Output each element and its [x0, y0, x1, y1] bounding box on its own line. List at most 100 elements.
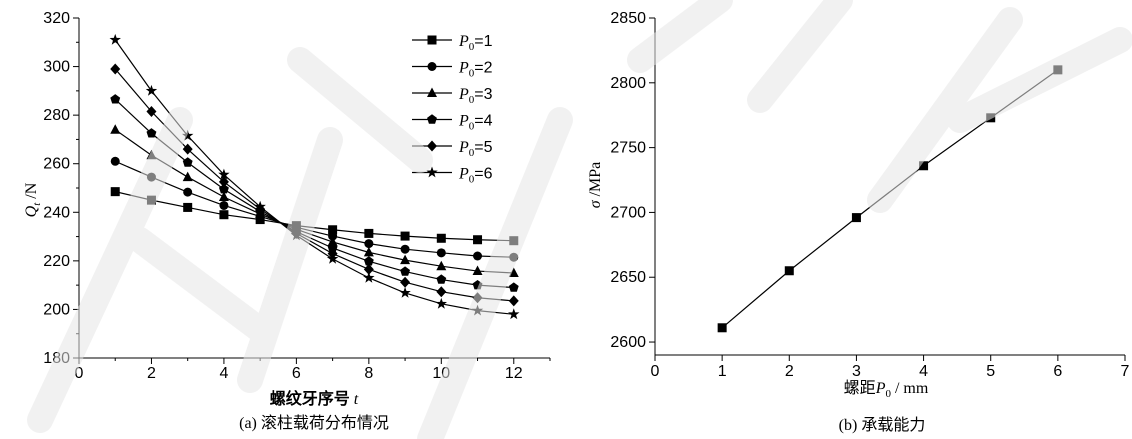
- chart-b-capacity: 0 1 2 3 4 5 6 7 2600 2650 2700 2750 2800 2850 螺距P0 / …: [587, 10, 1130, 434]
- chart-a-y-axis-label: Qt /N: [23, 182, 43, 217]
- chart-a-data-point: [218, 191, 229, 201]
- chart-b-axes: [654, 18, 1125, 356]
- chart-a-data-point: [435, 297, 448, 309]
- chart-a-series-line: [114, 98, 514, 289]
- chart-b-ticks: 0 1 2 3 4 5 6 7 2600 2650 2700 2750 2800 2850: [610, 10, 1129, 380]
- chart-a-data-point: [471, 304, 484, 316]
- chart-a-data-point: [399, 286, 411, 298]
- chart-b-x-tick-label: 6: [1053, 363, 1062, 380]
- chart-a-data-point: [473, 235, 483, 245]
- chart-a-data-point: [219, 200, 229, 210]
- chart-a-data-point: [110, 187, 120, 197]
- chart-b-y-tick-label: 2700: [610, 204, 646, 221]
- chart-a-series-line: [115, 191, 514, 242]
- chart-a-data-point: [219, 210, 229, 220]
- chart-b-caption: (b) 承载能力: [839, 416, 926, 434]
- chart-a-data-point: [472, 292, 483, 304]
- chart-a-legend-label: P0=4: [458, 113, 493, 133]
- chart-a-x-tick-label: 12: [505, 365, 523, 382]
- chart-a-data-point: [472, 279, 483, 290]
- chart-a-legend-label: P0=3: [458, 86, 493, 106]
- chart-a-data-point: [400, 244, 410, 254]
- chart-a-y-tick-label: 220: [43, 253, 70, 270]
- chart-a-data-point: [364, 228, 374, 238]
- chart-a-y-tick-label: 200: [43, 301, 70, 318]
- chart-b-y-tick-label: 2750: [610, 140, 646, 157]
- chart-a-data-point: [218, 176, 229, 188]
- chart-b-x-tick-label: 0: [651, 363, 660, 380]
- chart-a-data-point: [110, 156, 120, 166]
- chart-a-data-point: [509, 236, 519, 246]
- chart-a-legend-label: P0=5: [458, 139, 493, 159]
- chart-a-x-axis-label: 螺纹牙序号 t: [270, 389, 359, 408]
- chart-a-series-line: [114, 68, 514, 302]
- chart-a-data-point: [109, 33, 121, 45]
- chart-a-data-point: [145, 84, 158, 96]
- chart-a-data-point: [363, 271, 375, 283]
- chart-a-data-point: [183, 187, 193, 197]
- chart-a-data-point: [363, 256, 374, 266]
- chart-a-y-tick-label: 280: [43, 107, 70, 124]
- chart-b-data-point: [717, 323, 727, 333]
- chart-b-data-point: [851, 213, 861, 223]
- chart-a-data-point: [400, 231, 410, 241]
- chart-a-legend-marker: [427, 87, 437, 97]
- chart-a-data-point: [400, 276, 411, 288]
- chart-a-data-point: [146, 195, 156, 205]
- chart-a-legend-label: P0=2: [458, 60, 493, 80]
- chart-a-y-tick-label: 240: [43, 204, 70, 221]
- chart-b-y-tick-label: 2800: [610, 75, 646, 92]
- chart-a-series-line: [114, 129, 514, 274]
- chart-a-data-point: [363, 263, 374, 275]
- chart-a-legend-marker: [427, 114, 437, 124]
- chart-b-x-tick-label: 4: [919, 363, 928, 380]
- chart-a-data-point: [218, 184, 229, 194]
- chart-b-data-point: [919, 161, 929, 171]
- chart-a-x-tick-label: 10: [432, 365, 450, 382]
- chart-a-x-tick-label: 8: [364, 365, 373, 382]
- chart-a-x-tick-label: 0: [75, 365, 84, 382]
- chart-a-data-point: [400, 266, 411, 276]
- chart-b-data-point: [1053, 65, 1063, 75]
- chart-a-data-point: [146, 172, 156, 182]
- chart-a-series: [109, 33, 520, 320]
- chart-a-y-tick-label: 180: [43, 350, 70, 367]
- chart-a-data-point: [110, 124, 121, 134]
- chart-a-legend-label: P0=6: [458, 166, 493, 186]
- chart-a-axis-labels: 螺纹牙序号 t Qt /N: [23, 182, 359, 408]
- chart-a-legend-label: P0=1: [458, 33, 493, 53]
- chart-a-data-point: [363, 246, 374, 257]
- chart-a-data-point: [509, 252, 519, 262]
- chart-a-legend-marker: [427, 140, 437, 152]
- chart-a-data-point: [508, 308, 520, 320]
- chart-a-data-point: [364, 239, 374, 249]
- chart-b-y-tick-label: 2600: [610, 334, 646, 351]
- chart-a-x-tick-label: 4: [219, 365, 228, 382]
- chart-b-series: [717, 65, 1063, 333]
- chart-a-data-point: [436, 274, 447, 284]
- chart-b-x-tick-label: 7: [1121, 363, 1130, 380]
- chart-a-data-point: [182, 171, 193, 182]
- chart-a-data-point: [400, 254, 411, 265]
- chart-a-data-point: [146, 149, 157, 160]
- chart-a-data-point: [110, 94, 121, 104]
- chart-a-legend: P0=1 P0=2 P0=3 P0=4 P0=5 P0=6: [412, 33, 493, 186]
- chart-a-data-point: [110, 63, 121, 75]
- chart-a-data-point: [218, 168, 230, 180]
- chart-b-axis-labels: 螺距P0 / mm σ /MPa: [587, 162, 929, 400]
- chart-a-series-line: [114, 39, 514, 315]
- chart-a-data-point: [436, 233, 446, 243]
- chart-a-x-tick-label: 6: [292, 365, 301, 382]
- chart-a-x-tick-label: 2: [147, 365, 156, 382]
- chart-a-caption: (a) 滚柱载荷分布情况: [239, 414, 389, 432]
- chart-a-data-point: [436, 248, 446, 258]
- chart-a-y-tick-label: 320: [43, 10, 70, 27]
- chart-a-data-point: [182, 157, 193, 167]
- chart-a-data-point: [473, 251, 483, 261]
- chart-b-y-tick-label: 2850: [610, 10, 646, 27]
- chart-a-data-point: [508, 295, 519, 307]
- chart-a-y-tick-label: 300: [43, 59, 70, 76]
- chart-b-x-tick-label: 2: [785, 363, 794, 380]
- chart-a-data-point: [183, 202, 193, 212]
- chart-b-x-tick-label: 5: [986, 363, 995, 380]
